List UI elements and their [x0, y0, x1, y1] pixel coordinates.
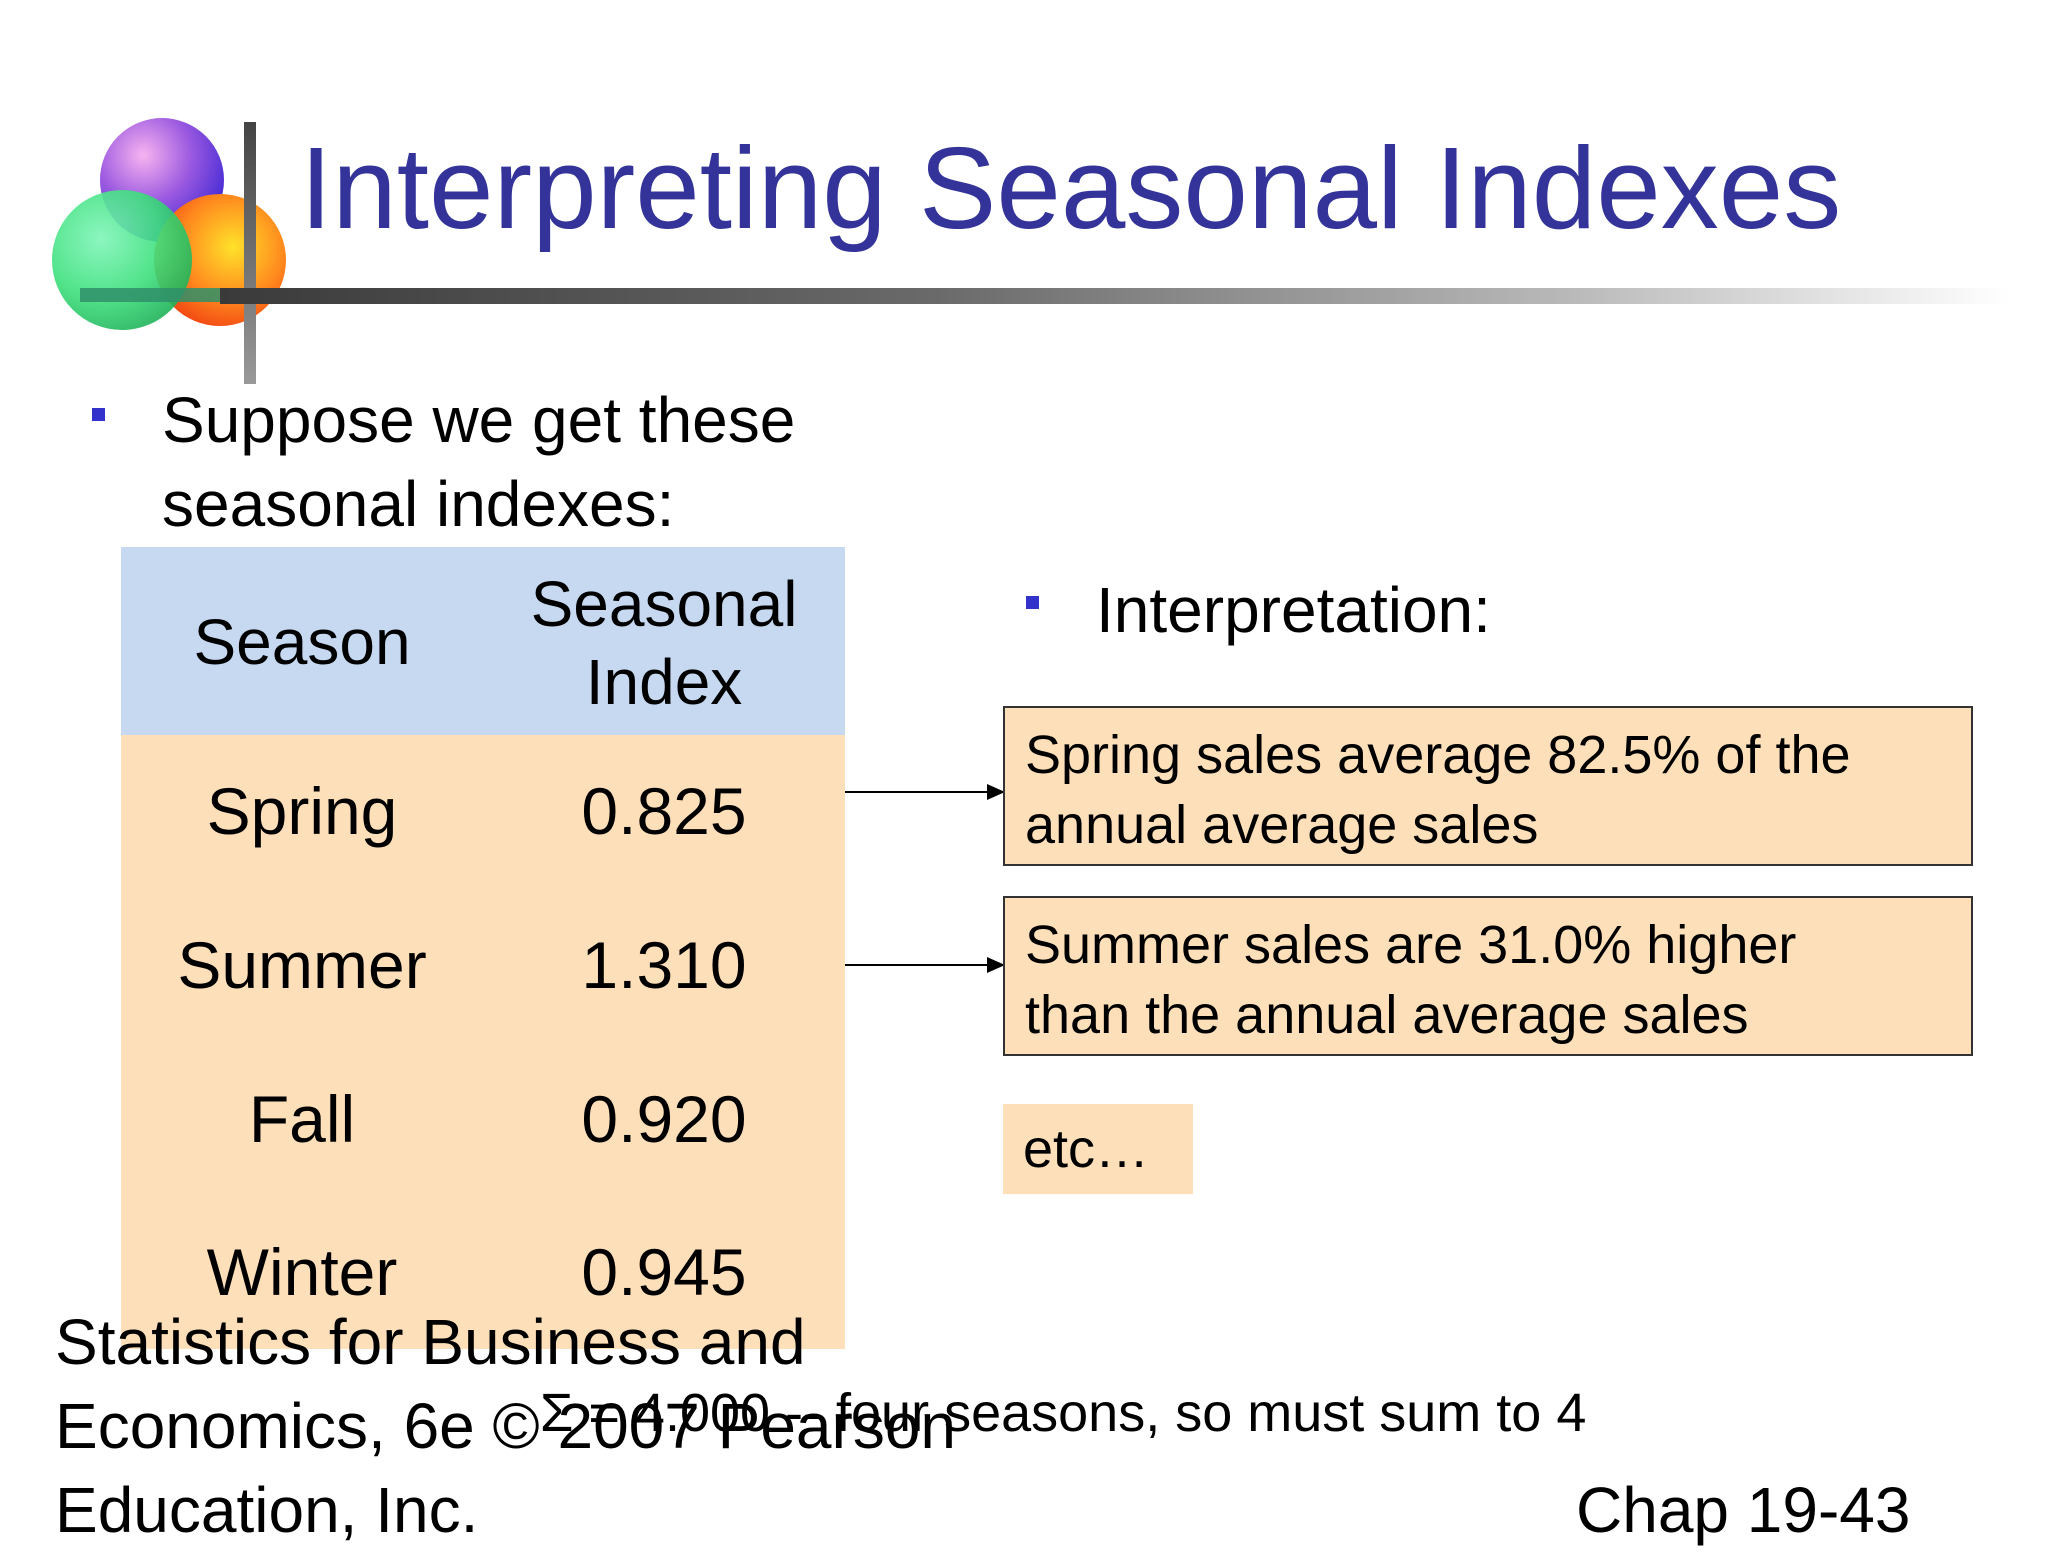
index-cell: 0.920 — [581, 1082, 747, 1156]
seasonal-index-table: Season Seasonal Index Spring 0.825 Summe… — [121, 547, 845, 1349]
footer-line-1: Statistics for Business and — [55, 1306, 806, 1378]
interpretation-spring-line1: Spring sales average 82.5% of the — [1025, 725, 1851, 785]
title-rule — [220, 288, 2010, 304]
bullet-text-1-line1: Suppose we get these — [162, 384, 796, 456]
title-vertical-bar — [244, 122, 256, 384]
arrow-summer — [845, 964, 995, 966]
footer-line-3: Education, Inc. — [55, 1474, 479, 1546]
header-index: Index — [585, 646, 743, 718]
arrow-spring — [845, 791, 995, 793]
interpretation-summer-line2: than the annual average sales — [1025, 985, 1749, 1045]
bullet-marker — [1026, 596, 1039, 609]
interpretation-summer-line1: Summer sales are 31.0% higher — [1025, 915, 1797, 975]
etc-box: etc… — [1003, 1104, 1193, 1194]
header-season: Season — [193, 606, 411, 678]
chapter-number: Chap 19-43 — [1576, 1474, 1911, 1546]
index-cell: 0.945 — [581, 1235, 747, 1309]
table-header: Season Seasonal Index — [121, 547, 845, 735]
index-cell: 1.310 — [581, 928, 747, 1002]
logo-icon — [52, 118, 286, 330]
bullet-marker — [92, 408, 105, 421]
season-cell: Fall — [248, 1082, 356, 1156]
footer-citation: Statistics for Business and Economics, 6… — [55, 1300, 956, 1552]
slide-title: Interpreting Seasonal Indexes — [300, 123, 1842, 253]
bullet-text-1-line2: seasonal indexes: — [162, 468, 675, 540]
season-cell: Spring — [206, 774, 398, 848]
interpretation-box-spring: Spring sales average 82.5% of the annual… — [1003, 706, 1973, 866]
bullet-text-1: Suppose we get these seasonal indexes: — [162, 378, 795, 546]
season-cell: Summer — [177, 928, 427, 1002]
sum-note: Σ = 4.000 -- four seasons, so must sum t… — [540, 1383, 1587, 1443]
arrowhead-icon — [987, 784, 1005, 800]
season-cell: Winter — [206, 1235, 398, 1309]
arrowhead-icon — [987, 957, 1005, 973]
index-cell: 0.825 — [581, 774, 747, 848]
header-seasonal: Seasonal — [530, 568, 798, 640]
footer-line-2: Economics, 6e © 2007 Pearson — [55, 1390, 956, 1462]
interpretation-box-summer: Summer sales are 31.0% higher than the a… — [1003, 896, 1973, 1056]
bullet-text-2: Interpretation: — [1096, 574, 1491, 646]
interpretation-spring-line2: annual average sales — [1025, 795, 1539, 855]
table-body: Spring 0.825 Summer 1.310 Fall 0.920 Win… — [121, 735, 845, 1349]
